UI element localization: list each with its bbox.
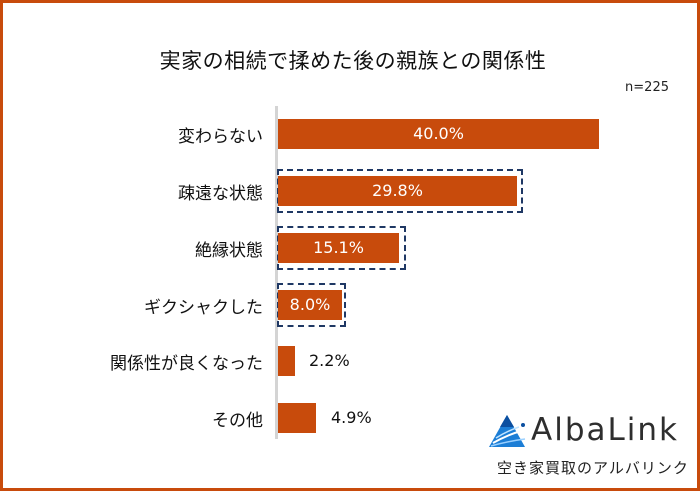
value-label: 29.8% (372, 181, 423, 200)
albalink-logo: AlbaLink 空き家買取のアルバリンク (485, 411, 688, 477)
value-label: 15.1% (313, 238, 364, 257)
bar-row: 疎遠な状態 29.8% (3, 169, 700, 213)
y-axis-line (275, 106, 278, 439)
bar: 40.0% (278, 119, 599, 149)
bar: 29.8% (278, 176, 517, 206)
chart-title: 実家の相続で揉めた後の親族との関係性 (159, 49, 547, 73)
bar-row: 絶縁状態 15.1% (3, 226, 700, 270)
bar: 15.1% (278, 233, 399, 263)
logo-wordmark: AlbaLink (531, 412, 679, 448)
category-label: 変わらない (178, 127, 263, 147)
value-label: 8.0% (289, 295, 331, 314)
bar-row: その他 4.9% (3, 403, 700, 433)
value-label: 40.0% (413, 124, 464, 143)
bar-row: 変わらない 40.0% (3, 119, 700, 149)
category-label: 絶縁状態 (195, 241, 263, 261)
value-label: 2.2% (309, 351, 350, 370)
category-label: ギクシャクした (144, 298, 263, 318)
logo-tagline: 空き家買取のアルバリンク (497, 459, 689, 477)
triangle-mountain-icon (489, 415, 526, 447)
bar: 8.0% (278, 290, 342, 320)
value-label: 4.9% (331, 408, 372, 427)
bar-row: ギクシャクした 8.0% (3, 283, 700, 327)
bar-row: 関係性が良くなった 2.2% (3, 346, 700, 376)
bar (278, 346, 295, 376)
category-label: その他 (212, 411, 263, 431)
category-label: 疎遠な状態 (178, 184, 263, 204)
sample-size: n=225 (625, 80, 669, 95)
category-label: 関係性が良くなった (110, 354, 263, 374)
bar (278, 403, 316, 433)
